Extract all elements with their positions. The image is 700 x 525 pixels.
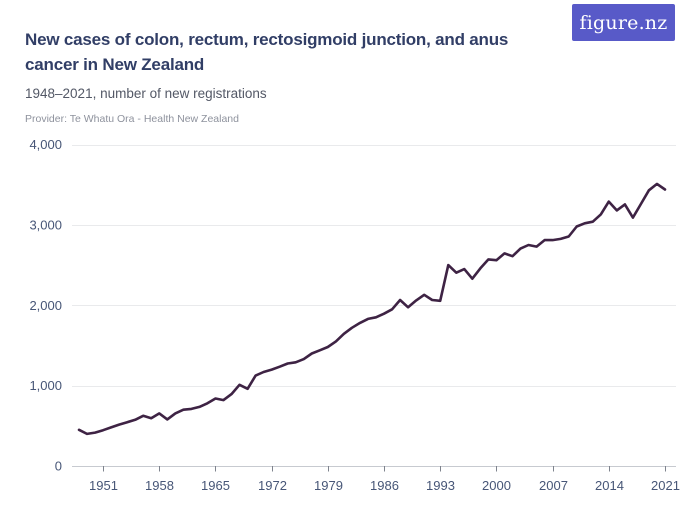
provider-note: Provider: Te Whatu Ora - Health New Zeal… bbox=[25, 113, 239, 125]
x-tick-label: 1972 bbox=[258, 478, 287, 493]
x-tick-label: 2014 bbox=[595, 478, 624, 493]
figure-nz-logo[interactable]: figure.nz bbox=[572, 4, 675, 41]
chart-title: New cases of colon, rectum, rectosigmoid… bbox=[25, 30, 509, 74]
y-tick-label: 2,000 bbox=[29, 298, 62, 313]
x-tick-label: 2021 bbox=[651, 478, 680, 493]
gridlines bbox=[72, 145, 676, 467]
x-tick-label: 1951 bbox=[89, 478, 118, 493]
data-line-new-registrations bbox=[77, 182, 667, 436]
chart-subtitle: 1948–2021, number of new registrations bbox=[25, 86, 267, 101]
x-tick-label: 2000 bbox=[482, 478, 511, 493]
x-tick-label: 1986 bbox=[370, 478, 399, 493]
x-tick-label: 1958 bbox=[145, 478, 174, 493]
y-tick-label: 4,000 bbox=[29, 137, 62, 152]
y-tick-label: 0 bbox=[55, 459, 62, 474]
y-tick-label: 1,000 bbox=[29, 378, 62, 393]
y-axis-labels: 0 1,000 2,000 3,000 4,000 bbox=[29, 137, 62, 474]
y-tick-label: 3,000 bbox=[29, 217, 62, 232]
x-tick-label: 1965 bbox=[201, 478, 230, 493]
x-axis: 1951 1958 1965 1972 1979 1986 1993 2000 2007 2014… bbox=[89, 466, 680, 493]
x-tick-label: 2007 bbox=[539, 478, 568, 493]
x-tick-label: 1993 bbox=[426, 478, 455, 493]
x-tick-label: 1979 bbox=[314, 478, 343, 493]
chart-header: New cases of colon, rectum, rectosigmoid… bbox=[25, 27, 665, 126]
figure-nz-logo-text: figure.nz bbox=[579, 11, 668, 34]
